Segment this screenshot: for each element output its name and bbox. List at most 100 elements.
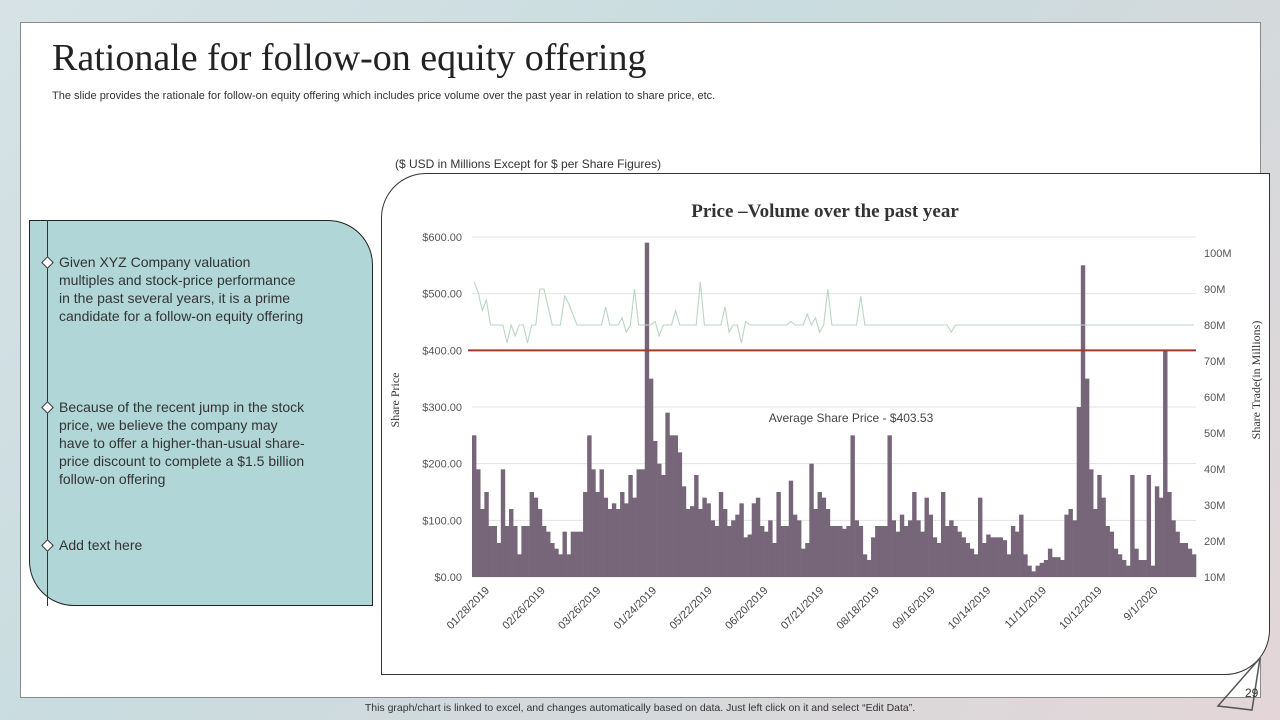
price-bar <box>628 475 633 577</box>
y-axis-label: Share Price <box>388 373 402 428</box>
rationale-panel <box>29 220 373 606</box>
price-bar <box>945 526 950 577</box>
y-tick-label: $200.00 <box>422 459 462 471</box>
price-bar <box>879 526 884 577</box>
price-bar <box>1097 475 1102 577</box>
price-bar <box>784 526 790 577</box>
price-bar <box>1146 475 1152 577</box>
price-bar <box>1167 492 1172 577</box>
price-bar <box>932 537 938 577</box>
price-bar <box>587 435 592 577</box>
price-bar <box>1056 557 1061 577</box>
price-bar <box>685 509 691 577</box>
price-bar <box>525 526 530 577</box>
price-bar <box>661 475 666 577</box>
price-bar <box>500 469 506 577</box>
price-bar <box>743 537 748 577</box>
price-bar <box>620 492 625 577</box>
price-bar <box>920 531 925 577</box>
price-bar <box>595 492 600 577</box>
price-bar <box>1072 520 1078 577</box>
chart-container[interactable] <box>381 173 1270 675</box>
price-bar <box>982 543 987 577</box>
price-bar <box>759 526 765 577</box>
price-bar <box>940 492 946 577</box>
price-bar <box>1089 469 1094 577</box>
price-bar <box>965 543 971 577</box>
price-bar <box>772 543 777 577</box>
page-number: 29 <box>1245 686 1259 700</box>
price-bar <box>1039 562 1045 577</box>
price-bar <box>488 526 493 577</box>
price-bar <box>1043 560 1049 577</box>
price-bar <box>690 506 695 577</box>
price-bar <box>953 526 958 577</box>
price-bar <box>994 537 999 577</box>
price-bar <box>1101 497 1106 577</box>
y2-tick-label: 90M <box>1204 284 1225 296</box>
price-bar <box>1068 509 1073 577</box>
price-bar <box>1035 565 1040 577</box>
price-bar <box>718 492 724 577</box>
price-bar <box>513 526 518 577</box>
y-tick-label: $300.00 <box>422 402 462 414</box>
x-tick-label: 11/11/2019 <box>1003 585 1049 631</box>
bullet-3[interactable]: Add text here <box>59 537 143 553</box>
price-bar <box>809 463 814 577</box>
price-bar <box>796 520 802 577</box>
price-bar <box>1006 554 1012 577</box>
price-bar <box>727 526 732 577</box>
price-bar <box>673 435 678 577</box>
price-bar <box>821 497 827 577</box>
slide-title: Rationale for follow-on equity offering <box>52 37 647 79</box>
price-bar <box>1126 565 1131 577</box>
price-bar <box>1002 540 1008 577</box>
price-bar <box>1064 514 1069 577</box>
share-trade-line <box>473 281 1194 344</box>
price-bar <box>858 526 864 577</box>
price-bar <box>1130 475 1135 577</box>
price-bar <box>1113 548 1119 577</box>
price-bar <box>1093 509 1098 577</box>
price-bar <box>702 497 707 577</box>
price-bar <box>1183 543 1189 577</box>
price-bar <box>813 509 818 577</box>
bullet-2[interactable]: Because of the recent jump in the stock … <box>59 399 305 487</box>
price-bar <box>862 554 868 577</box>
x-tick-label: 01/28/2019 <box>445 585 492 632</box>
price-bar <box>591 469 596 577</box>
price-bar <box>574 531 580 577</box>
price-bar <box>546 531 551 577</box>
price-bar <box>681 486 687 577</box>
price-bar <box>986 534 991 577</box>
price-bar <box>492 526 497 577</box>
price-bar <box>706 503 711 577</box>
price-bar <box>961 537 966 577</box>
y-tick-label: $500.00 <box>422 289 462 301</box>
price-bar <box>615 509 621 577</box>
price-bar <box>973 554 979 577</box>
price-bar <box>624 503 629 577</box>
price-bar <box>1080 265 1086 577</box>
footer-note: This graph/chart is linked to excel, and… <box>364 702 916 714</box>
x-tick-label: 07/21/2019 <box>779 585 826 632</box>
price-bar <box>484 492 489 577</box>
units-note: ($ USD in Millions Except for $ per Shar… <box>395 157 662 171</box>
price-bar <box>611 503 617 577</box>
price-bar <box>677 452 683 577</box>
price-bar <box>694 475 699 577</box>
bullet-1[interactable]: Given XYZ Company valuation multiples an… <box>59 254 304 324</box>
price-bar <box>722 509 728 577</box>
price-bar <box>908 520 913 577</box>
price-bar <box>755 497 761 577</box>
corner-triangle-icon <box>1216 655 1262 711</box>
price-bar <box>957 531 962 577</box>
price-bar <box>801 548 806 577</box>
y2-tick-label: 60M <box>1204 392 1225 404</box>
price-bar <box>550 543 555 577</box>
price-bar <box>846 526 851 577</box>
price-bar <box>871 537 876 577</box>
price-bar <box>1010 526 1016 577</box>
x-tick-label: 9/1/2020 <box>1122 585 1161 624</box>
